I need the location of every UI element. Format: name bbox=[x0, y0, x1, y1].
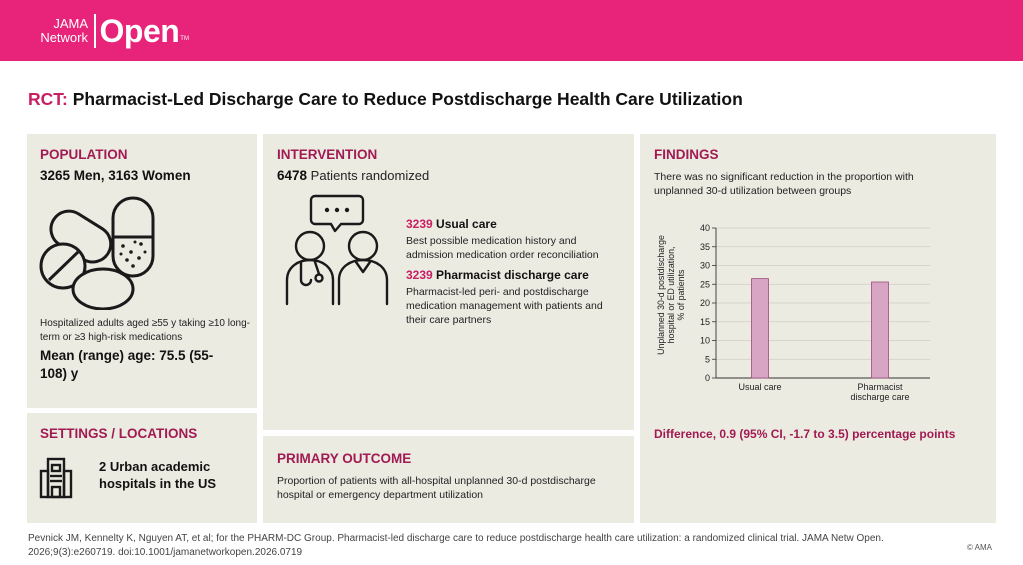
chart-ytick-label-3: 15 bbox=[700, 317, 710, 327]
population-count: 3265 Men, 3163 Women bbox=[40, 168, 191, 183]
logo-divider bbox=[94, 14, 96, 48]
randomized-text: Patients randomized bbox=[310, 168, 430, 183]
settings-heading: SETTINGS / LOCATIONS bbox=[40, 426, 198, 441]
findings-panel: FINDINGS There was no significant reduct… bbox=[640, 134, 996, 523]
chart-ytick-label-4: 20 bbox=[700, 298, 710, 308]
settings-text: 2 Urban academic hospitals in the US bbox=[99, 459, 217, 491]
population-heading: POPULATION bbox=[40, 147, 128, 162]
jama-network-open-logo: JAMA Network Open TM bbox=[28, 12, 189, 50]
chart-xtick-label-1-1: discharge care bbox=[850, 392, 909, 402]
clinician-patient-conversation-icon bbox=[285, 194, 389, 306]
title-prefix: RCT: bbox=[28, 89, 68, 109]
primary-outcome-panel: PRIMARY OUTCOME Proportion of patients w… bbox=[263, 436, 634, 523]
copyright: © AMA bbox=[967, 543, 993, 552]
intervention-panel: INTERVENTION 6478 Patients randomized 32… bbox=[263, 134, 634, 430]
logo-small-bottom: Network bbox=[40, 30, 88, 45]
settings-panel: SETTINGS / LOCATIONS 2 Urban academic ho… bbox=[27, 413, 257, 523]
logo-small-top: JAMA bbox=[53, 16, 88, 31]
intervention-heading: INTERVENTION bbox=[277, 147, 378, 162]
chart-ytick-label-1: 5 bbox=[705, 354, 710, 364]
pharmacist-care-name: Pharmacist discharge care bbox=[436, 268, 589, 282]
usual-care-count: 3239 bbox=[406, 217, 433, 231]
page-title: RCT: Pharmacist-Led Discharge Care to Re… bbox=[28, 89, 743, 110]
population-age: Mean (range) age: 75.5 (55-108) y bbox=[40, 348, 214, 381]
hospital-building-icon bbox=[39, 457, 73, 499]
citation: Pevnick JM, Kennelty K, Nguyen AT, et al… bbox=[28, 533, 884, 558]
chart-ytick-label-2: 10 bbox=[700, 336, 710, 346]
chart-ytick-label-6: 30 bbox=[700, 261, 710, 271]
usual-care-description: Best possible medication history and adm… bbox=[406, 235, 599, 261]
pharmacist-care-count: 3239 bbox=[406, 268, 433, 282]
chart-xtick-label-0-0: Usual care bbox=[738, 382, 781, 392]
chart-ytick-label-8: 40 bbox=[700, 223, 710, 233]
chart-bar-0 bbox=[751, 278, 769, 379]
intervention-arm-usual: 3239 Usual care Best possible medication… bbox=[406, 217, 621, 262]
findings-bar-chart: 0 5 10 15 20 25 30 35 40 Unplanned 30-d postdisch… bbox=[656, 223, 930, 402]
title-text: Pharmacist-Led Discharge Care to Reduce … bbox=[72, 89, 743, 109]
pills-icon bbox=[39, 196, 155, 310]
chart-ylabel-line-0: Unplanned 30-d postdischarge bbox=[656, 235, 666, 355]
population-panel: POPULATION 3265 Men, 3163 Women Hospital… bbox=[27, 134, 257, 408]
findings-difference: Difference, 0.9 (95% CI, -1.7 to 3.5) pe… bbox=[654, 427, 956, 441]
primary-outcome-heading: PRIMARY OUTCOME bbox=[277, 451, 412, 466]
pharmacist-care-description: Pharmacist-led peri- and postdischarge m… bbox=[406, 286, 603, 326]
chart-ylabel-line-1: hospital or ED utilization, bbox=[666, 247, 676, 344]
chart-bar-1 bbox=[871, 281, 889, 379]
chart-xtick-label-1-0: Pharmacist bbox=[857, 382, 903, 392]
chart-ytick-label-0: 0 bbox=[705, 373, 710, 383]
chart-ylabel-line-2: % of patients bbox=[676, 269, 686, 320]
intervention-arm-pharmacist: 3239 Pharmacist discharge care Pharmacis… bbox=[406, 268, 626, 327]
findings-summary: There was no significant reduction in th… bbox=[654, 171, 914, 197]
chart-ytick-label-7: 35 bbox=[700, 242, 710, 252]
logo-big: Open bbox=[99, 12, 180, 49]
header-bar: JAMA Network Open TM bbox=[0, 0, 1023, 61]
usual-care-name: Usual care bbox=[436, 217, 497, 231]
findings-heading: FINDINGS bbox=[654, 147, 719, 162]
primary-outcome-text: Proportion of patients with all-hospital… bbox=[277, 475, 596, 501]
logo-tm: TM bbox=[180, 36, 189, 42]
population-description: Hospitalized adults aged ≥55 y taking ≥1… bbox=[40, 318, 250, 343]
chart-ytick-label-5: 25 bbox=[700, 279, 710, 289]
randomized-number: 6478 bbox=[277, 168, 308, 183]
